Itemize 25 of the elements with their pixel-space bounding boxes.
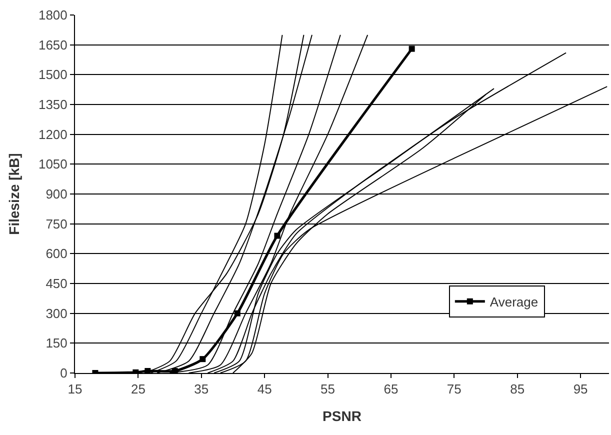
y-tick-label: 750 [46, 216, 68, 232]
y-tick-label: 450 [46, 276, 68, 292]
y-tick-label: 1350 [38, 97, 68, 112]
x-axis-title: PSNR [322, 408, 362, 424]
x-tick-label: 95 [573, 382, 588, 397]
y-tick-label: 1800 [38, 8, 68, 23]
y-tick-label: 1200 [38, 126, 68, 142]
y-tick-label: 1050 [38, 156, 68, 172]
y-axis-title: Filesize [kB] [6, 153, 22, 235]
y-tick-label: 900 [46, 186, 68, 202]
y-tick-label: 600 [46, 246, 68, 262]
y-tick-label: 150 [46, 336, 68, 351]
x-tick-label: 75 [446, 382, 462, 397]
x-tick-label: 55 [320, 382, 336, 397]
y-tick-label: 1650 [38, 37, 68, 52]
x-tick-label: 85 [510, 382, 525, 397]
x-tick-label: 35 [194, 382, 209, 397]
x-tick-label: 15 [68, 382, 82, 397]
x-tick-label: 25 [130, 382, 146, 397]
x-tick-label: 65 [384, 382, 398, 397]
y-tick-label: 0 [60, 366, 68, 381]
y-tick-label: 1500 [38, 67, 68, 82]
x-tick-label: 45 [257, 382, 272, 397]
y-tick-label: 300 [46, 306, 68, 321]
legend-label: Average [490, 294, 538, 310]
